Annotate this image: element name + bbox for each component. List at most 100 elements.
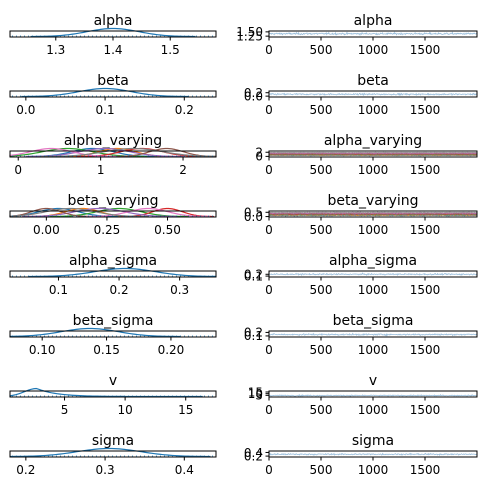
x-tick-label: 0 bbox=[265, 163, 273, 177]
y-tick-label: 0.0 bbox=[244, 210, 263, 224]
density-title: v bbox=[109, 373, 117, 389]
trace-lines bbox=[269, 332, 477, 337]
x-tick-label: 1500 bbox=[410, 223, 441, 237]
x-tick-label: 1000 bbox=[358, 403, 389, 417]
density-curve bbox=[22, 207, 178, 218]
x-tick-label: 1.5 bbox=[161, 43, 180, 57]
trace-panel: sigma 0 500 1000 1500 0.20.4 bbox=[244, 433, 478, 477]
x-tick-label: 0.1 bbox=[49, 283, 68, 297]
x-tick-label: 0 bbox=[265, 283, 273, 297]
x-tick-label: 500 bbox=[310, 103, 333, 117]
trace-line bbox=[269, 151, 477, 154]
density-title: beta_sigma bbox=[73, 313, 154, 329]
x-tick-label: 0.0 bbox=[16, 103, 35, 117]
x-tick-label: 0 bbox=[265, 103, 273, 117]
trace-lines bbox=[269, 272, 477, 277]
x-tick-label: 500 bbox=[310, 43, 333, 57]
trace-lines bbox=[269, 211, 477, 217]
row-beta-varying: beta_varying 0.00 0.25 0.50 beta_varying 0 500… bbox=[9, 193, 478, 237]
x-tick-label: 1500 bbox=[410, 343, 441, 357]
x-tick-label: 0.15 bbox=[93, 343, 120, 357]
x-tick-label: 0.3 bbox=[170, 283, 189, 297]
x-tick-label: 0.4 bbox=[175, 463, 194, 477]
trace-line bbox=[269, 332, 477, 337]
density-curve bbox=[9, 207, 149, 218]
density-curve bbox=[30, 27, 196, 38]
density-curve bbox=[86, 207, 211, 218]
x-tick-label: 500 bbox=[310, 223, 333, 237]
density-panel: beta_sigma 0.10 0.15 0.20 bbox=[9, 313, 217, 357]
density-panel: beta_varying 0.00 0.25 0.50 bbox=[9, 193, 217, 237]
density-title: alpha bbox=[94, 13, 133, 29]
density-panel: alpha 1.3 1.4 1.5 bbox=[9, 13, 217, 57]
x-tick-label: 0 bbox=[14, 163, 22, 177]
x-tick-label: 0 bbox=[265, 403, 273, 417]
trace-panel: beta 0 500 1000 1500 0.00.2 bbox=[244, 73, 478, 117]
y-tick-label: 2 bbox=[255, 146, 263, 160]
density-axes-frame bbox=[9, 90, 217, 98]
y-tick-label: 0.1 bbox=[244, 269, 263, 283]
trace-panel: alpha 0 500 1000 1500 1.251.50 bbox=[236, 13, 478, 57]
x-tick-label: 500 bbox=[310, 343, 333, 357]
density-title: sigma bbox=[92, 433, 134, 449]
trace-lines bbox=[269, 151, 477, 157]
x-tick-label: 0.50 bbox=[154, 223, 181, 237]
trace-line bbox=[269, 211, 477, 214]
x-tick-label: 2 bbox=[179, 163, 187, 177]
density-axes-frame bbox=[9, 210, 217, 218]
x-tick-label: 500 bbox=[310, 463, 333, 477]
y-tick-label: 0.1 bbox=[244, 329, 263, 343]
trace-title: alpha bbox=[354, 13, 393, 29]
x-tick-label: 1500 bbox=[410, 403, 441, 417]
trace-line bbox=[269, 272, 477, 277]
y-tick-label: 0.4 bbox=[244, 446, 263, 460]
y-tick-label: 5 bbox=[255, 389, 263, 403]
density-title: beta_varying bbox=[67, 193, 158, 209]
density-axes-frame bbox=[9, 390, 217, 398]
trace-panel: alpha_sigma 0 500 1000 1500 0.10.2 bbox=[244, 253, 478, 297]
density-title: alpha_sigma bbox=[69, 253, 157, 269]
x-tick-label: 1 bbox=[97, 163, 105, 177]
trace-title: sigma bbox=[352, 433, 394, 449]
x-tick-label: 1000 bbox=[358, 343, 389, 357]
x-tick-label: 0.2 bbox=[175, 103, 194, 117]
density-curve bbox=[9, 387, 203, 398]
y-tick-label: 0.2 bbox=[244, 268, 263, 282]
trace-line bbox=[269, 153, 477, 156]
x-tick-label: 0.3 bbox=[96, 463, 115, 477]
x-tick-label: 15 bbox=[178, 403, 193, 417]
trace-line bbox=[269, 452, 477, 456]
density-curve bbox=[9, 447, 211, 458]
density-panel: alpha_varying 0 1 2 bbox=[9, 133, 217, 177]
trace-title: beta bbox=[357, 73, 389, 89]
x-tick-label: 1000 bbox=[358, 163, 389, 177]
x-tick-label: 500 bbox=[310, 163, 333, 177]
x-tick-label: 1.3 bbox=[46, 43, 65, 57]
x-tick-label: 500 bbox=[310, 403, 333, 417]
x-tick-label: 500 bbox=[310, 283, 333, 297]
x-tick-label: 0 bbox=[265, 343, 273, 357]
x-tick-label: 0.20 bbox=[158, 343, 185, 357]
trace-lines bbox=[269, 393, 477, 397]
trace-lines bbox=[269, 92, 477, 97]
x-tick-label: 0 bbox=[265, 463, 273, 477]
x-tick-label: 5 bbox=[61, 403, 69, 417]
x-tick-label: 0.00 bbox=[33, 223, 60, 237]
density-curve bbox=[21, 87, 189, 98]
density-panel: v 5 10 15 bbox=[9, 373, 217, 417]
trace-panel: alpha_varying 0 500 1000 1500 02 bbox=[255, 133, 478, 177]
x-tick-label: 0.10 bbox=[29, 343, 56, 357]
x-tick-label: 1000 bbox=[358, 43, 389, 57]
x-tick-label: 1500 bbox=[410, 283, 441, 297]
x-tick-label: 1500 bbox=[410, 463, 441, 477]
trace-panel: beta_varying 0 500 1000 1500 0.00.5 bbox=[244, 193, 478, 237]
density-title: alpha_varying bbox=[64, 133, 162, 149]
trace-lines bbox=[269, 452, 477, 456]
trace-title: alpha_varying bbox=[324, 133, 422, 149]
trace-line bbox=[269, 31, 477, 37]
